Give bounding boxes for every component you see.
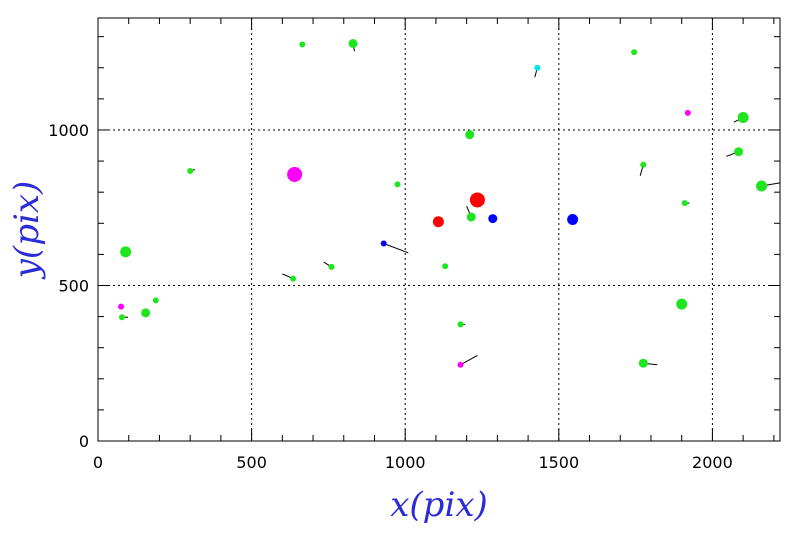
- tick-labels: 0 500 1000 1500 2000 0 500 1000: [48, 121, 732, 472]
- data-point: [488, 214, 498, 224]
- data-point: [380, 240, 387, 247]
- x-tick-label: 2000: [692, 453, 733, 472]
- data-point: [432, 216, 444, 228]
- vector-line: [383, 243, 409, 254]
- x-tick-label: 0: [93, 453, 103, 472]
- data-points: [118, 39, 768, 368]
- y-tick-label: 0: [79, 432, 89, 451]
- data-point: [756, 180, 768, 192]
- data-point: [676, 298, 688, 310]
- data-point: [457, 321, 464, 328]
- axes: [97, 17, 781, 442]
- grid-lines: [98, 18, 780, 441]
- x-axis-label: x(pix): [390, 485, 488, 525]
- data-point: [141, 308, 151, 318]
- data-point: [631, 49, 638, 56]
- data-point: [638, 358, 648, 368]
- data-point: [457, 361, 464, 368]
- data-point: [465, 130, 475, 140]
- data-point: [118, 303, 125, 310]
- data-point: [469, 192, 485, 208]
- data-point: [152, 297, 159, 304]
- data-point: [684, 109, 691, 116]
- data-point: [681, 200, 688, 207]
- x-tick-label: 1500: [538, 453, 579, 472]
- y-axis-label: y(pix): [7, 181, 47, 281]
- y-tick-label: 500: [58, 276, 89, 295]
- data-point: [466, 212, 476, 222]
- data-point: [290, 275, 297, 282]
- x-tick-label: 1000: [385, 453, 426, 472]
- x-tick-label: 500: [236, 453, 267, 472]
- data-point: [737, 112, 749, 124]
- data-point: [328, 263, 335, 270]
- data-point: [734, 147, 744, 157]
- plot-frame: [97, 17, 781, 442]
- vector-line: [460, 355, 478, 366]
- data-point: [534, 64, 541, 71]
- data-point: [640, 161, 647, 168]
- data-point: [394, 181, 401, 188]
- data-point: [299, 41, 306, 48]
- data-point: [442, 263, 449, 270]
- data-point: [348, 39, 358, 49]
- data-point: [120, 246, 132, 258]
- data-point: [187, 168, 194, 175]
- y-tick-label: 1000: [48, 121, 89, 140]
- data-point: [118, 314, 125, 321]
- data-point: [287, 166, 303, 182]
- data-point: [567, 214, 579, 226]
